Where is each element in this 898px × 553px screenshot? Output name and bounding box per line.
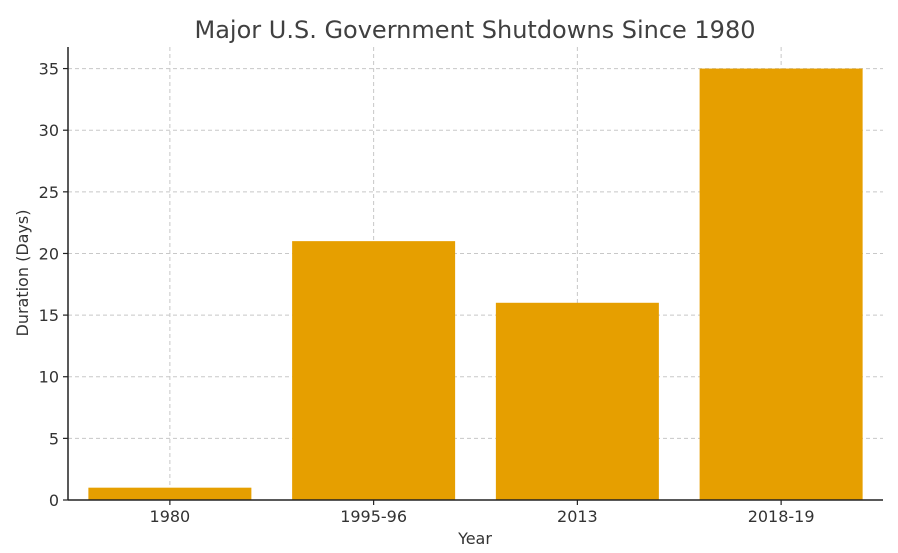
axes <box>67 47 883 501</box>
grid <box>68 47 883 500</box>
bars <box>88 68 863 501</box>
y-ticks: 0 5 10 15 20 25 30 35 <box>39 60 68 510</box>
y-tick-label: 15 <box>39 306 59 325</box>
y-tick-label: 25 <box>39 183 59 202</box>
x-axis-label: Year <box>457 529 492 548</box>
x-ticks: 1980 1995-96 2013 2018-19 <box>150 500 815 526</box>
y-tick-label: 0 <box>49 491 59 510</box>
x-tick-label: 2018-19 <box>748 507 815 526</box>
bar-2018-19 <box>699 68 863 501</box>
y-tick-label: 20 <box>39 244 59 263</box>
y-tick-label: 35 <box>39 60 59 79</box>
bar-1980 <box>88 487 252 500</box>
y-tick-label: 5 <box>49 429 59 448</box>
bar-1995-96 <box>292 241 456 500</box>
y-tick-label: 30 <box>39 121 59 140</box>
x-tick-label: 1995-96 <box>340 507 407 526</box>
y-axis-label: Duration (Days) <box>13 210 32 337</box>
x-tick-label: 2013 <box>557 507 598 526</box>
y-tick-label: 10 <box>39 368 59 387</box>
bar-2013 <box>495 302 659 500</box>
x-tick-label: 1980 <box>150 507 191 526</box>
chart-title: Major U.S. Government Shutdowns Since 19… <box>195 16 756 44</box>
